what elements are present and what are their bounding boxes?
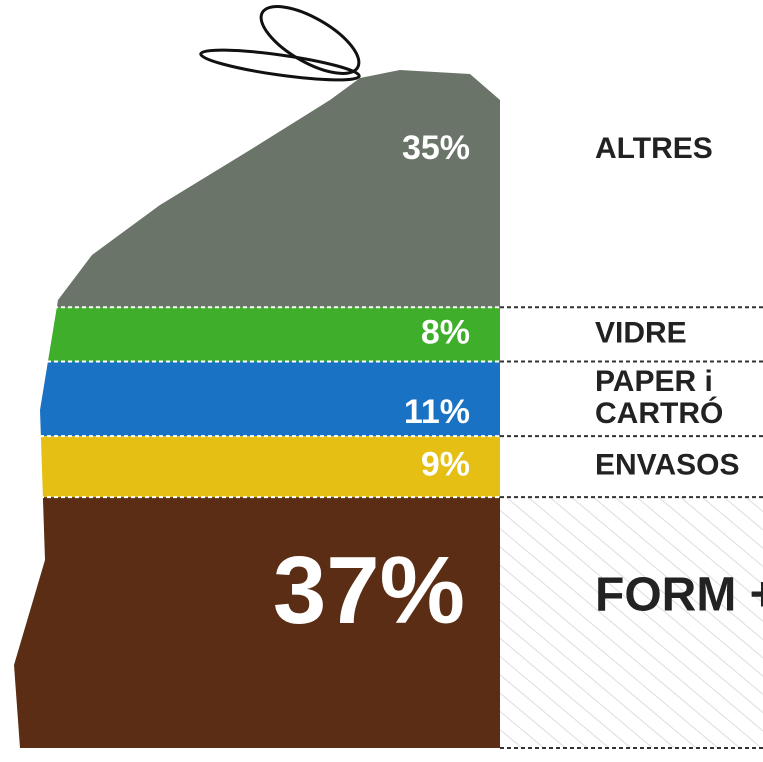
value-label: 9% — [421, 446, 470, 484]
category-label: ALTRES — [595, 132, 713, 165]
value-label: 11% — [404, 393, 470, 431]
category-label: ENVASOS — [595, 449, 739, 482]
bag-segment — [0, 70, 500, 307]
infographic: 35% ALTRES 8% VIDRE 11% PAPER iCARTRÓ 9% ENVASO… — [0, 0, 763, 762]
category-label: FORM + FV — [595, 568, 763, 621]
hatch-area — [500, 497, 763, 748]
value-label: 8% — [421, 313, 470, 351]
category-label: VIDRE — [595, 316, 687, 349]
value-label: 37% — [273, 537, 465, 644]
value-label: 35% — [402, 129, 470, 167]
bag-knot — [199, 0, 368, 87]
